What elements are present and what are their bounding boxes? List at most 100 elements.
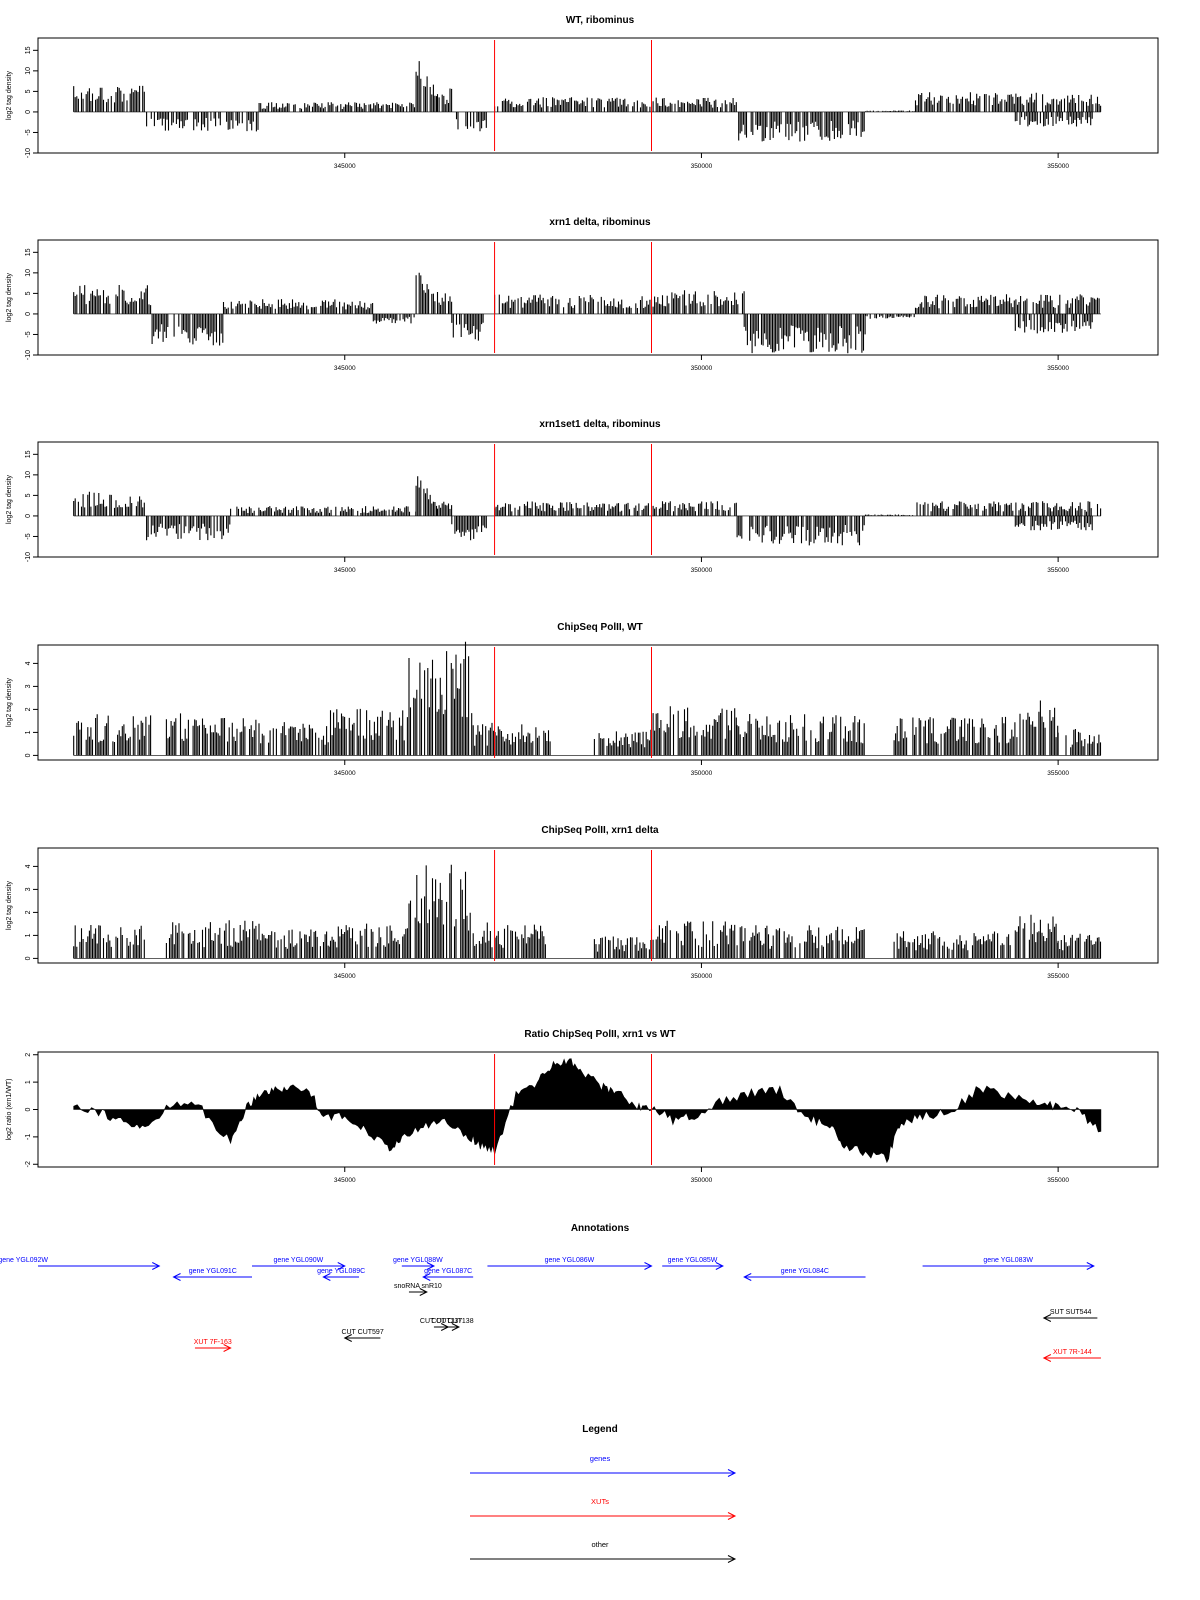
y-tick-label: 1: [25, 1080, 32, 1084]
feature-xut: XUT 7R-144: [1042, 1349, 1101, 1362]
x-tick-label: 355000: [1047, 163, 1069, 170]
y-tick-label: -10: [25, 148, 32, 158]
arrow-head-icon: [426, 1262, 436, 1270]
y-tick-label: 5: [25, 291, 32, 295]
feature-label: gene YGL087C: [424, 1268, 472, 1275]
y-tick-label: -1: [25, 1134, 32, 1140]
feature-label: gene YGL083W: [983, 1257, 1033, 1264]
panel-title: WT, ribominus: [566, 15, 635, 26]
arrow-head-icon: [152, 1262, 161, 1270]
feature-label: gene YGL086W: [545, 1257, 595, 1264]
y-tick-label: 3: [25, 887, 32, 891]
ratio-area: [73, 1058, 1102, 1164]
feature-gene: gene YGL091C: [172, 1268, 253, 1281]
arrow-head-icon: [343, 1334, 352, 1342]
feature-label: gene YGL085W: [668, 1257, 718, 1264]
y-axis-label: log2 tag density: [6, 880, 13, 930]
arrow-head-icon: [1042, 1314, 1052, 1322]
panel-title: Ratio ChipSeq PolII, xrn1 vs WT: [524, 1029, 675, 1040]
x-tick-label: 355000: [1047, 567, 1069, 574]
feature-other: SUT SUT544: [1042, 1309, 1098, 1322]
legend-item-other: other: [470, 1540, 737, 1563]
feature-label: SUT SUT544: [1050, 1309, 1092, 1316]
x-tick-label: 355000: [1047, 365, 1069, 372]
track-panel-6: Ratio ChipSeq PolII, xrn1 vs WT log2 rati…: [6, 1029, 1159, 1184]
x-tick-label: 350000: [691, 567, 713, 574]
plot-frame: [37, 441, 1159, 558]
feature-label: gene YGL088W: [393, 1257, 443, 1264]
feature-gene: gene YGL089C: [317, 1268, 365, 1281]
feature-gene: gene YGL087C: [422, 1268, 474, 1281]
arrow-head-icon: [727, 1555, 737, 1563]
y-axis-label: log2 tag density: [6, 677, 13, 727]
panel-title: xrn1 delta, ribominus: [549, 217, 651, 228]
feature-xut: XUT 7F-163: [194, 1339, 232, 1352]
y-tick-label: 1: [25, 730, 32, 734]
feature-label: gene YGL089C: [317, 1268, 365, 1275]
arrow-head-icon: [727, 1512, 737, 1520]
feature-label: CUT CUT137: [420, 1318, 462, 1325]
y-tick-label: -2: [25, 1161, 32, 1167]
y-tick-label: 10: [25, 269, 32, 277]
y-tick-label: 15: [25, 248, 32, 256]
panel-title: ChipSeq PolII, xrn1 delta: [541, 825, 659, 836]
panel-title: xrn1set1 delta, ribominus: [539, 419, 661, 430]
feature-label: XUT 7R-144: [1053, 1349, 1092, 1356]
x-tick-label: 350000: [691, 770, 713, 777]
y-axis-label: log2 tag density: [6, 70, 13, 120]
y-axis-label: log2 tag density: [6, 272, 13, 322]
feature-other: CUT CUT137: [420, 1318, 462, 1331]
feature-label: gene YGL092W: [0, 1257, 48, 1264]
arrow-head-icon: [322, 1273, 331, 1281]
panel-title: ChipSeq PolII, WT: [557, 622, 643, 633]
y-tick-label: 0: [25, 110, 32, 114]
x-tick-label: 350000: [691, 365, 713, 372]
annotations-title: Annotations: [571, 1223, 630, 1234]
y-tick-label: 3: [25, 684, 32, 688]
signal-data: [73, 61, 1102, 142]
y-tick-label: 0: [25, 514, 32, 518]
arrow-head-icon: [727, 1469, 737, 1477]
x-tick-label: 345000: [334, 365, 356, 372]
arrow-head-icon: [1086, 1262, 1095, 1270]
arrow-head-icon: [172, 1273, 181, 1281]
feature-label: gene YGL090W: [274, 1257, 324, 1264]
feature-gene: gene YGL092W: [0, 1257, 161, 1270]
feature-label: XUT 7F-163: [194, 1339, 232, 1346]
arrow-head-icon: [440, 1323, 450, 1331]
feature-label: CUT CUT138: [431, 1318, 473, 1325]
arrow-head-icon: [743, 1273, 752, 1281]
feature-gene: gene YGL090W: [252, 1257, 346, 1270]
y-tick-label: -10: [25, 350, 32, 360]
x-tick-label: 350000: [691, 973, 713, 980]
arrow-head-icon: [451, 1323, 461, 1331]
signal-bars: [73, 272, 1100, 354]
y-tick-label: -5: [25, 129, 32, 135]
signal-bars: [73, 864, 1102, 959]
arrow-head-icon: [1042, 1354, 1052, 1362]
y-tick-label: 0: [25, 1107, 32, 1111]
feature-gene: gene YGL086W: [487, 1257, 653, 1270]
y-tick-label: 2: [25, 707, 32, 711]
y-axis-label: log2 ratio (xrn1/WT): [6, 1079, 13, 1141]
x-tick-label: 355000: [1047, 973, 1069, 980]
y-tick-label: 2: [25, 910, 32, 914]
signal-data: [73, 864, 1102, 959]
y-tick-label: 5: [25, 493, 32, 497]
signal-bars: [73, 476, 1102, 546]
legend-item-gene: genes: [470, 1454, 737, 1477]
legend-title: Legend: [582, 1424, 618, 1435]
y-tick-label: 5: [25, 89, 32, 93]
y-tick-label: 10: [25, 471, 32, 479]
y-tick-label: 1: [25, 933, 32, 937]
arrow-head-icon: [337, 1262, 346, 1270]
y-tick-label: -5: [25, 533, 32, 539]
plot-frame: [37, 644, 1159, 761]
feature-gene: gene YGL084C: [743, 1268, 866, 1281]
y-tick-label: 0: [25, 312, 32, 316]
x-tick-label: 345000: [334, 567, 356, 574]
x-tick-label: 350000: [691, 163, 713, 170]
plot-frame: [37, 239, 1159, 356]
